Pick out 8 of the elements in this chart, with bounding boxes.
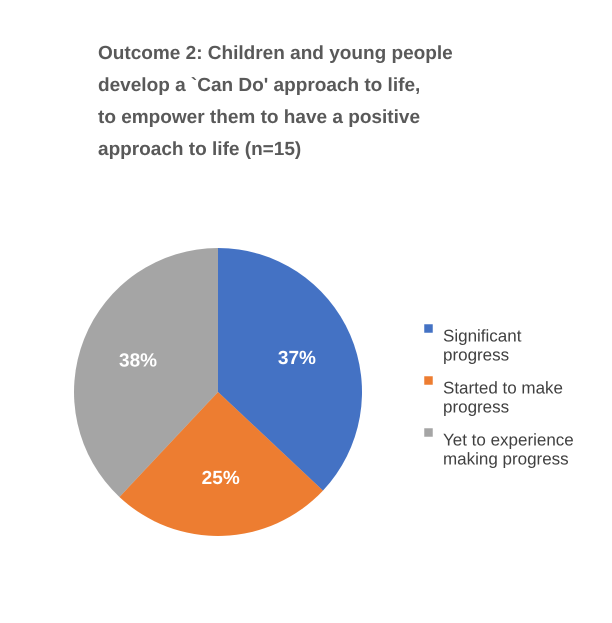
data-label: 25% [202, 468, 240, 489]
pie-slice [119, 392, 323, 536]
legend-label: Significant progress [443, 326, 522, 364]
legend-label: Yet to experience making progress [443, 430, 574, 468]
legend-label: Started to make progress [443, 378, 564, 416]
data-label: 37% [278, 348, 316, 369]
data-label: 38% [119, 350, 158, 372]
chart-title: Outcome 2: Children and young people develop a `Can Do' approach to life, to empower them to have a positive approach to life (n=15) [98, 43, 453, 160]
